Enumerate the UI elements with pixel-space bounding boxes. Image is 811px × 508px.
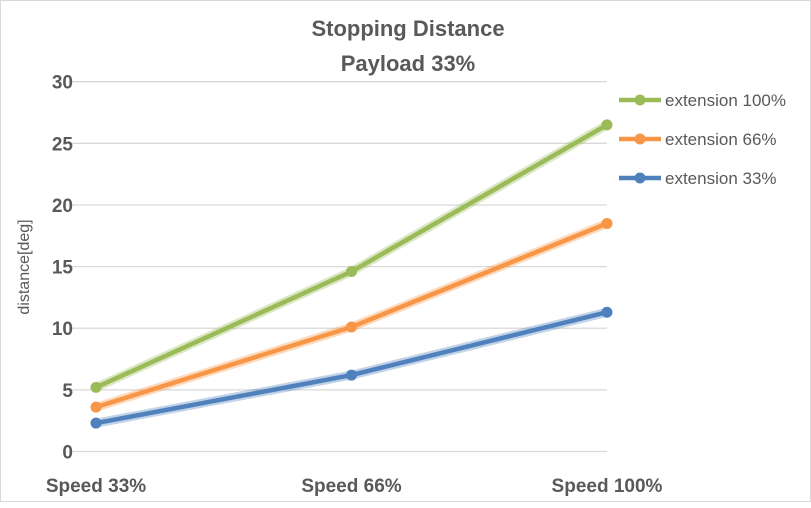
- legend-label: extension 100%: [665, 91, 786, 110]
- data-point: [346, 321, 357, 333]
- legend-marker: [634, 172, 646, 184]
- data-point: [601, 119, 613, 131]
- y-tick-label: 30: [52, 73, 73, 94]
- y-tick-label: 0: [62, 443, 73, 464]
- data-point: [90, 381, 102, 393]
- data-point: [90, 401, 102, 413]
- legend-label: extension 66%: [665, 130, 777, 149]
- x-tick-label: Speed 66%: [301, 476, 401, 497]
- legend-marker: [634, 133, 646, 145]
- legend-label: extension 33%: [665, 169, 777, 188]
- x-tick-label: Speed 33%: [46, 476, 146, 497]
- chart-subtitle: Payload 33%: [341, 51, 476, 76]
- y-axis-label: distance[deg]: [16, 219, 33, 314]
- y-tick-label: 5: [62, 381, 73, 402]
- y-tick-label: 15: [52, 258, 74, 279]
- y-tick-label: 20: [52, 196, 73, 217]
- x-tick-label: Speed 100%: [552, 476, 663, 497]
- legend-item: extension 66%: [619, 130, 777, 149]
- y-tick-label: 25: [52, 134, 74, 155]
- legend-item: extension 33%: [619, 169, 777, 188]
- data-point: [601, 217, 613, 229]
- data-point: [346, 369, 357, 381]
- data-point: [601, 306, 613, 318]
- legend-item: extension 100%: [619, 91, 786, 110]
- data-point: [90, 417, 102, 429]
- y-tick-label: 10: [52, 319, 73, 340]
- chart-title: Stopping Distance: [311, 16, 504, 41]
- legend-marker: [634, 94, 646, 106]
- data-point: [346, 266, 357, 278]
